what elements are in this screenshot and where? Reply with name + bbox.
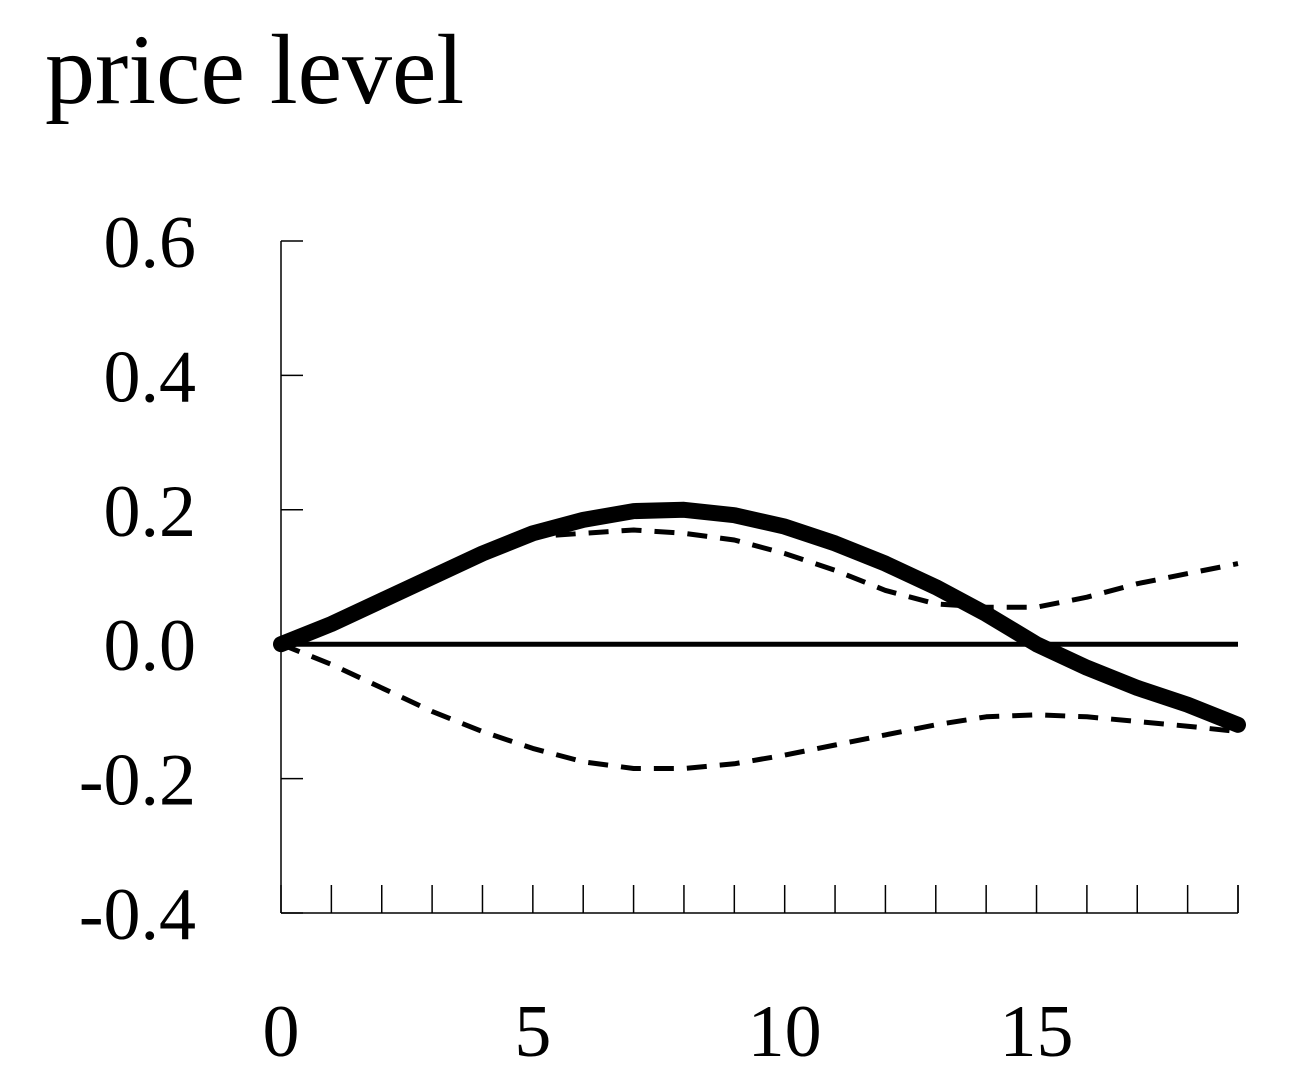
series-upper-band-line <box>280 527 1239 647</box>
series-response-line <box>273 501 1246 733</box>
x-tick-label: 15 <box>1000 991 1074 1073</box>
y-tick-label: 0.0 <box>104 605 197 687</box>
x-tick-label: 10 <box>748 991 822 1073</box>
y-tick-label: -0.2 <box>79 740 196 822</box>
x-tick-label: 0 <box>263 991 300 1073</box>
y-tick-label: 0.2 <box>104 471 197 553</box>
tick-labels: 0.6 0.4 0.2 0.0 -0.2 -0.4 0 5 10 15 <box>79 202 1074 1073</box>
chart-title: price level <box>45 14 464 125</box>
x-tick-label: 5 <box>514 991 551 1073</box>
y-tick-label: 0.4 <box>104 336 197 418</box>
series-layer <box>273 501 1246 771</box>
y-tick-label: 0.6 <box>104 202 197 284</box>
y-tick-label: -0.4 <box>79 874 196 956</box>
series-lower-band-line <box>280 641 1239 771</box>
